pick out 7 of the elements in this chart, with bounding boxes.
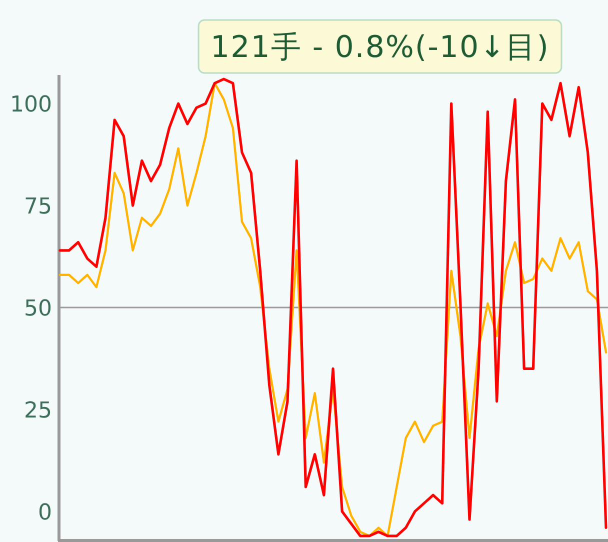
- y-tick-label: 0: [38, 500, 52, 526]
- y-tick-label: 75: [24, 194, 52, 220]
- y-tick-label: 100: [10, 92, 52, 118]
- y-tick-label: 50: [24, 296, 52, 322]
- y-tick-label: 25: [24, 398, 52, 424]
- title: 121手 - 0.8%(-10↓目): [198, 19, 562, 74]
- chart-title: 121手 - 0.8%(-10↓目): [210, 30, 550, 65]
